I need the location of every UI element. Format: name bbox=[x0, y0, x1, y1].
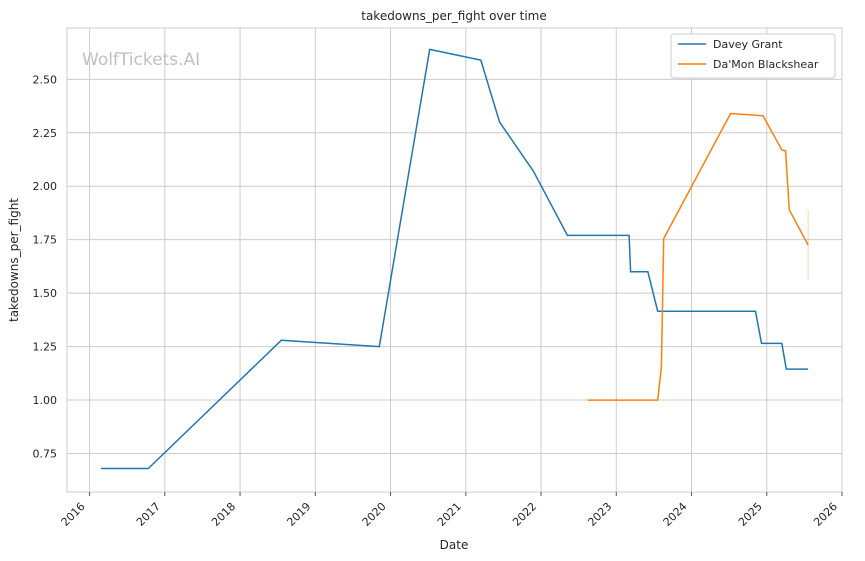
x-tick-labels: 2016 2017 2018 2019 2020 2021 2022 2023 2024 2025… bbox=[59, 500, 840, 529]
x-tick-label: 2024 bbox=[661, 500, 690, 529]
plot-area bbox=[66, 27, 843, 493]
legend-box bbox=[670, 33, 836, 79]
y-tick-label: 1.00 bbox=[33, 394, 58, 407]
x-tick-label: 2025 bbox=[736, 500, 765, 529]
y-tick-label: 1.25 bbox=[33, 341, 58, 354]
y-tick-label: 2.25 bbox=[33, 127, 58, 140]
series-line-0 bbox=[100, 48, 809, 470]
y-tick-label: 0.75 bbox=[33, 448, 58, 461]
legend-label-davey-grant: Davey Grant bbox=[713, 38, 783, 51]
series-lines bbox=[100, 48, 809, 470]
y-tick-label: 1.75 bbox=[33, 234, 58, 247]
watermark: WolfTickets.AI bbox=[82, 50, 200, 70]
y-tick-label: 1.50 bbox=[33, 287, 58, 300]
x-tick-label: 2020 bbox=[360, 500, 389, 529]
y-tick-label: 2.50 bbox=[33, 73, 58, 86]
legend: Davey Grant Da'Mon Blackshear bbox=[670, 33, 836, 79]
x-tick-label: 2019 bbox=[284, 500, 313, 529]
x-tick-label: 2023 bbox=[585, 500, 614, 529]
y-axis-label: takedowns_per_fight bbox=[7, 198, 21, 322]
y-tick-labels: 0.75 1.00 1.25 1.50 1.75 2.00 2.25 2.50 bbox=[33, 73, 58, 460]
series-line-1 bbox=[587, 112, 809, 401]
chart-title: takedowns_per_fight over time bbox=[361, 9, 547, 23]
x-axis-label: Date bbox=[440, 538, 469, 552]
x-tick-label: 2016 bbox=[59, 500, 88, 529]
x-tick-label: 2026 bbox=[811, 500, 840, 529]
x-tick-label: 2021 bbox=[435, 500, 464, 529]
x-tick-label: 2022 bbox=[510, 500, 539, 529]
y-tick-label: 2.00 bbox=[33, 180, 58, 193]
x-tick-label: 2017 bbox=[134, 500, 163, 529]
grid-lines bbox=[67, 28, 843, 496]
legend-label-damon-blackshear: Da'Mon Blackshear bbox=[713, 58, 819, 71]
x-tick-label: 2018 bbox=[209, 500, 238, 529]
